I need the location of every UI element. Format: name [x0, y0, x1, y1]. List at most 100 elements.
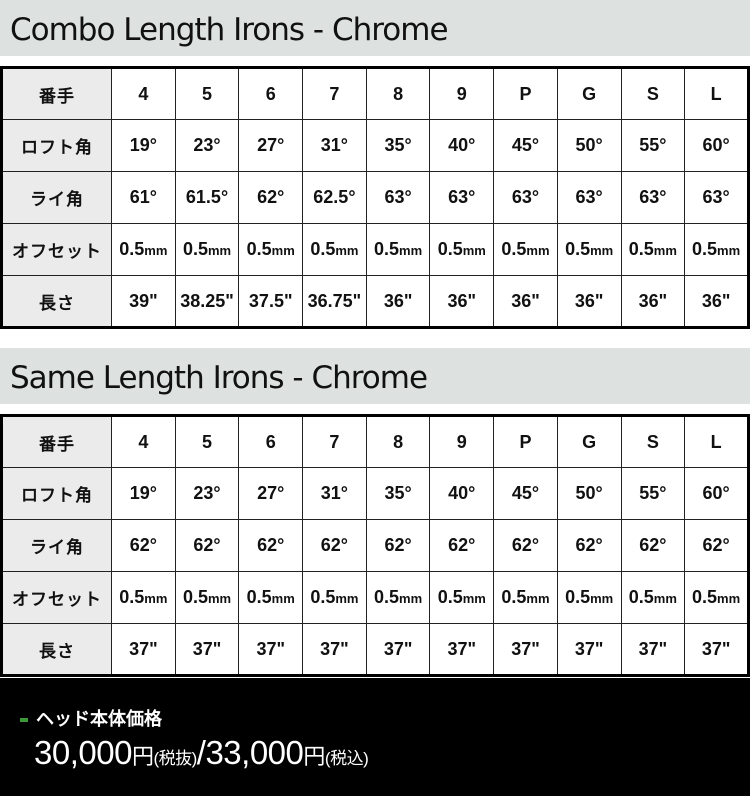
table-cell: 50° — [556, 467, 622, 520]
table-cell: 62° — [620, 519, 686, 572]
table-cell: 7 — [302, 67, 367, 120]
table-cell: 0.5mm — [174, 223, 240, 276]
table-cell: 40° — [429, 119, 495, 172]
table-cell: 63° — [620, 171, 686, 224]
row-header: オフセット — [1, 223, 112, 276]
table-cell: P — [493, 67, 558, 120]
price-line: 30,000円(税抜)/33,000円(税込) — [34, 734, 369, 772]
green-dash-icon — [20, 718, 28, 723]
table-cell: 37" — [684, 623, 749, 676]
table-cell: 62° — [238, 171, 304, 224]
spec-table-combo: 番手 4 5 6 7 8 9 P G S L ロフト角 19° 23° 27° 31° 35° 40° 45° 50°… — [0, 66, 750, 329]
table-cell: 4 — [111, 415, 176, 468]
spec-table-same: 番手 4 5 6 7 8 9 P G S L ロフト角 19° 23° 27° 31° 35° 40° 45° 50°… — [0, 414, 750, 677]
table-cell: 0.5mm — [556, 571, 622, 624]
table-row: オフセット 0.5mm 0.5mm 0.5mm 0.5mm 0.5mm 0.5mm 0.5mm… — [1, 571, 749, 624]
table-cell: 0.5mm — [238, 571, 304, 624]
table-cell: 0.5mm — [238, 223, 304, 276]
table-cell: 35° — [365, 119, 431, 172]
table-cell: 63° — [429, 171, 495, 224]
section-title: Same Length Irons - Chrome — [10, 360, 428, 396]
table-cell: 8 — [365, 67, 431, 120]
row-header: ロフト角 — [1, 467, 112, 520]
section-header-same: Same Length Irons - Chrome — [0, 348, 750, 404]
table-row: 番手 4 5 6 7 8 9 P G S L — [1, 67, 749, 120]
price-footer: ヘッド本体価格 30,000円(税抜)/33,000円(税込) — [0, 678, 750, 796]
table-cell: 37" — [111, 623, 176, 676]
table-cell: 31° — [302, 119, 367, 172]
row-header: ロフト角 — [1, 119, 112, 172]
table-cell: 37" — [365, 623, 431, 676]
row-header: 長さ — [1, 623, 112, 676]
table-cell: 27° — [238, 467, 304, 520]
table-cell: 62° — [684, 519, 749, 572]
table-cell: 62° — [493, 519, 558, 572]
table-row: 番手 4 5 6 7 8 9 P G S L — [1, 415, 749, 468]
table-cell: 0.5mm — [493, 571, 558, 624]
table-cell: 36" — [684, 275, 749, 328]
table-cell: 0.5mm — [302, 571, 367, 624]
table-cell: L — [684, 415, 749, 468]
table-cell: 0.5mm — [620, 571, 686, 624]
table-cell: 0.5mm — [111, 571, 176, 624]
table-cell: 7 — [302, 415, 367, 468]
table-cell: S — [620, 67, 686, 120]
table-cell: 0.5mm — [684, 223, 749, 276]
table-cell: 9 — [429, 67, 495, 120]
table-cell: 63° — [556, 171, 622, 224]
price-excl-tax: 30,000 — [34, 734, 132, 771]
table-cell: 36" — [429, 275, 495, 328]
table-cell: 35° — [365, 467, 431, 520]
tax-incl-label: (税込) — [324, 749, 369, 768]
table-cell: 37.5" — [238, 275, 304, 328]
yen-unit: 円 — [303, 744, 325, 769]
table-cell: 37" — [174, 623, 240, 676]
section-header-combo: Combo Length Irons - Chrome — [0, 0, 750, 56]
table-cell: 36" — [365, 275, 431, 328]
table-cell: 0.5mm — [684, 571, 749, 624]
table-cell: 37" — [429, 623, 495, 676]
table-row: 長さ 39" 38.25" 37.5" 36.75" 36" 36" 36" 36" 36" 36" — [1, 275, 749, 328]
table-cell: 0.5mm — [429, 223, 495, 276]
tax-excl-label: (税抜) — [153, 749, 197, 768]
table-cell: 55° — [620, 467, 686, 520]
table-cell: 31° — [302, 467, 367, 520]
table-cell: 8 — [365, 415, 431, 468]
price-label: ヘッド本体価格 — [36, 709, 162, 729]
table-cell: 0.5mm — [556, 223, 622, 276]
table-cell: L — [684, 67, 749, 120]
table-cell: 45° — [493, 119, 558, 172]
price-incl-tax: 33,000 — [205, 734, 304, 771]
table-row: ライ角 62° 62° 62° 62° 62° 62° 62° 62° 62° 62° — [1, 519, 749, 572]
table-cell: 45° — [493, 467, 558, 520]
table-cell: 62° — [174, 519, 240, 572]
table-cell: 62° — [365, 519, 431, 572]
table-cell: 61° — [111, 171, 176, 224]
table-cell: 36" — [556, 275, 622, 328]
table-cell: 5 — [174, 415, 240, 468]
table-cell: 0.5mm — [302, 223, 367, 276]
table-cell: 50° — [556, 119, 622, 172]
table-cell: 62.5° — [302, 171, 367, 224]
table-cell: 63° — [365, 171, 431, 224]
row-header: ライ角 — [1, 519, 112, 572]
table-cell: 61.5° — [174, 171, 240, 224]
table-cell: 39" — [111, 275, 176, 328]
table-cell: 37" — [556, 623, 622, 676]
table-row: ライ角 61° 61.5° 62° 62.5° 63° 63° 63° 63° 63° 63° — [1, 171, 749, 224]
table-cell: 40° — [429, 467, 495, 520]
table-cell: 9 — [429, 415, 495, 468]
table-cell: 60° — [684, 467, 749, 520]
table-cell: 27° — [238, 119, 304, 172]
table-cell: S — [620, 415, 686, 468]
row-header: ライ角 — [1, 171, 112, 224]
table-cell: 0.5mm — [429, 571, 495, 624]
table-cell: 37" — [620, 623, 686, 676]
row-header: オフセット — [1, 571, 112, 624]
table-cell: 36" — [493, 275, 558, 328]
row-header: 番手 — [1, 67, 112, 120]
table-cell: 37" — [302, 623, 367, 676]
table-cell: 63° — [493, 171, 558, 224]
separator: / — [196, 734, 206, 771]
table-cell: 36" — [620, 275, 686, 328]
